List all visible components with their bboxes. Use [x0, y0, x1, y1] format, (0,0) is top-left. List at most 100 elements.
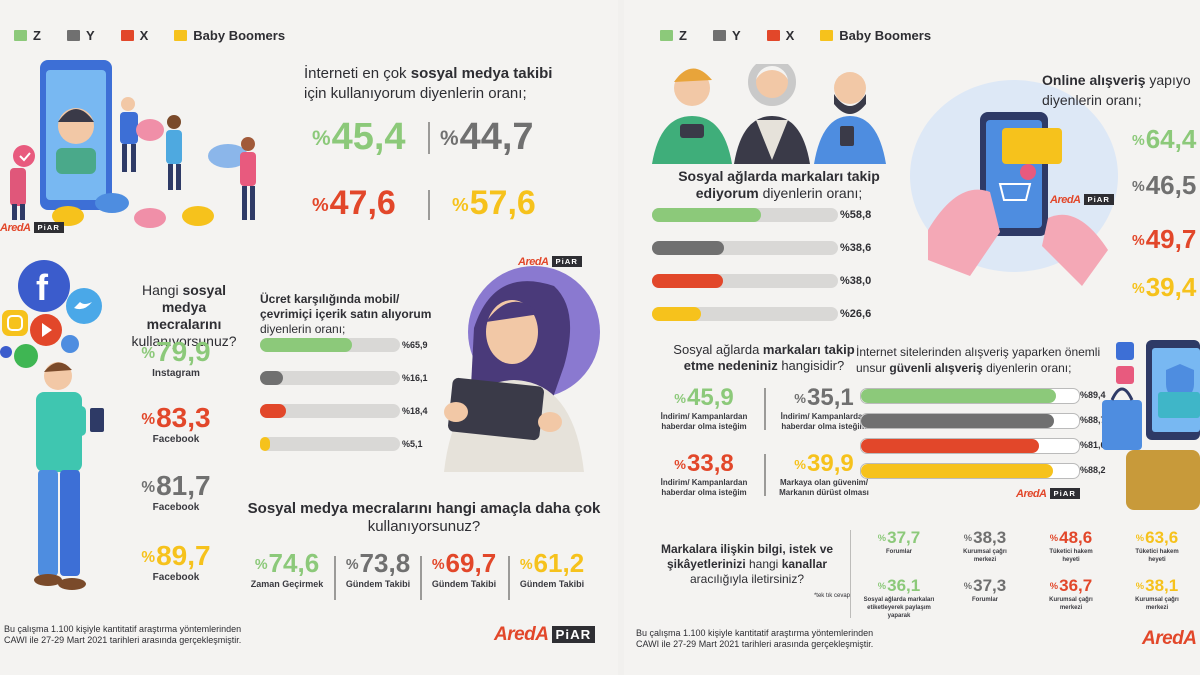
- paid-bar-track: [260, 371, 400, 385]
- channel-value: %37,7: [877, 528, 921, 547]
- follow-bar-y: %38,6: [652, 241, 898, 255]
- legend-swatch-y: [66, 30, 80, 41]
- platform-x: %83,3 Facebook: [136, 402, 216, 445]
- platform-label-bb: Facebook: [152, 572, 200, 583]
- reason-value-x: %33,8: [674, 450, 734, 477]
- secure-bar-track: [860, 388, 1080, 404]
- follow-bar-track: [652, 307, 838, 321]
- legend-swatch-bb: [820, 30, 834, 41]
- channel-label: Forumlar: [971, 597, 998, 603]
- footnote-left: Bu çalışma 1.100 kişiyle kantitatif araş…: [4, 624, 242, 645]
- divider: [428, 190, 430, 220]
- follow-reason-question: Sosyal ağlarda markaları takip etme nede…: [673, 342, 855, 373]
- platform-label-x: Facebook: [152, 434, 200, 445]
- legend-item-x: X: [766, 28, 794, 43]
- platform-value-z: %79,9: [141, 336, 211, 367]
- secure-bar-value-label: %88,2: [1080, 465, 1106, 475]
- areda-piar-small-logo-left-2: AredA PiAR: [518, 256, 582, 268]
- reason-bb: %39,9 Markaya olan güvenim/Markanın dürü…: [766, 450, 882, 498]
- purpose-label-z: Zaman Geçirmek: [250, 579, 324, 589]
- legend-swatch-z: [660, 30, 673, 41]
- paid-bar-track: [260, 404, 400, 418]
- channel-bb-2: %38,1 Kurumsal çağrı merkezi: [1114, 576, 1200, 612]
- channel-label: Sosyal ağlarda markaları etiketleyerek pa…: [863, 597, 935, 619]
- internet-value-x: %47,6: [312, 184, 396, 222]
- reason-label-y: İndirim/ Kampanlardan haberdar olma isteğ…: [780, 412, 868, 431]
- paid-bar-value-label: %16,1: [402, 373, 428, 383]
- legend-item-z: Z: [14, 28, 41, 43]
- legend-item-z: Z: [660, 28, 687, 43]
- channel-value: %36,1: [877, 576, 921, 595]
- channel-value: %48,6: [1049, 528, 1093, 547]
- platform-value-x: %83,3: [141, 402, 211, 433]
- secure-shopping-question: İnternet sitelerinden alışveriş yaparken…: [856, 345, 1101, 375]
- channel-x-2: %36,7 Kurumsal çağrı merkezi: [1028, 576, 1114, 612]
- online-value-bb: %39,4: [1132, 272, 1197, 302]
- follow-bar-fill: [652, 274, 723, 288]
- secure-bar-fill: [861, 439, 1039, 453]
- follow-bar-value-label: %38,6: [840, 242, 872, 254]
- channel-y-1: %38,3 Kurumsal çağrı merkezi: [942, 528, 1028, 564]
- channel-value: %38,1: [1135, 576, 1179, 595]
- woman-with-tablet-illustration: [444, 266, 600, 472]
- channel-value: %36,7: [1049, 576, 1093, 595]
- internet-usage-question: İnterneti en çok sosyal medya takibi içi…: [304, 65, 553, 102]
- legend-swatch-x: [766, 30, 780, 41]
- follow-bar-bb: %26,6: [652, 307, 898, 321]
- follow-bar-x: %38,0: [652, 274, 898, 288]
- reason-value-y: %35,1: [794, 384, 854, 411]
- purpose-value-x: %69,7: [431, 548, 497, 578]
- follow-bar-fill: [652, 241, 724, 255]
- channel-z-1: %37,7 Forumlar: [856, 528, 942, 556]
- reason-z: %45,9 İndirim/ Kampanlardan haberdar olma…: [646, 384, 762, 432]
- secure-bar-x: %81,6: [860, 438, 1138, 454]
- channel-value: %37,3: [963, 576, 1007, 595]
- legend-item-baby-boomers: Baby Boomers: [174, 28, 285, 43]
- legend-swatch-bb: [174, 30, 188, 41]
- person-with-phone-illustration: [34, 362, 104, 590]
- areda-piar-small-logo-left: AredA PiAR: [0, 222, 64, 234]
- social-phone-illustration: [10, 60, 256, 228]
- platform-value-bb: %89,7: [141, 540, 211, 571]
- follow-bar-track: [652, 274, 838, 288]
- divider: [420, 556, 422, 600]
- legend-item-x: X: [120, 28, 148, 43]
- single-answer-note: *tek tık cevap: [813, 593, 850, 599]
- channel-y-2: %37,3 Forumlar: [942, 576, 1028, 604]
- online-shopping-illustration: [910, 80, 1118, 286]
- paid-bar-fill: [260, 338, 353, 352]
- purpose-x: %69,7 Gündem Takibi: [424, 548, 504, 589]
- divider: [764, 454, 766, 496]
- areda-logo-right: AredA: [1142, 628, 1197, 649]
- purpose-value-bb: %61,2: [519, 548, 585, 578]
- social-media-icons-cluster: f: [0, 260, 102, 368]
- follow-bar-value-label: %58,8: [840, 209, 872, 221]
- divider: [334, 556, 336, 600]
- platform-bb: %89,7 Facebook: [136, 540, 216, 583]
- internet-value-bb: %57,6: [452, 184, 536, 222]
- follow-bar-value-label: %38,0: [840, 275, 872, 287]
- online-shopping-question: Online alışveriş yapıyo diyenlerin oranı…: [1042, 72, 1191, 108]
- channel-label: Kurumsal çağrı merkezi: [1049, 597, 1093, 611]
- channel-label: Kurumsal çağrı merkezi: [1135, 597, 1179, 611]
- paid-bar-fill: [260, 437, 270, 451]
- secure-bar-value-label: %89,4: [1080, 390, 1106, 400]
- paid-bar-track: [260, 338, 400, 352]
- divider: [508, 556, 510, 600]
- generation-legend: Z Y X Baby Boomers: [14, 28, 285, 43]
- divider: [850, 530, 851, 618]
- legend-swatch-x: [120, 30, 134, 41]
- purpose-label-y: Gündem Takibi: [345, 579, 411, 589]
- paid-bar-x: %18,4: [260, 404, 460, 418]
- legend-item-baby-boomers: Baby Boomers: [820, 28, 931, 43]
- online-value-z: %64,4: [1132, 124, 1197, 154]
- secure-wallet-illustration: [1102, 340, 1200, 510]
- channel-label: Forumlar: [885, 549, 912, 555]
- channel-label: Kurumsal çağrı merkezi: [963, 549, 1007, 563]
- online-value-y: %46,5: [1132, 170, 1197, 200]
- legend-item-y: Y: [712, 28, 741, 43]
- channel-bb-1: %63,6 Tüketici hakem heyeti: [1114, 528, 1200, 564]
- purpose-y: %73,8 Gündem Takibi: [338, 548, 418, 589]
- paid-bar-value-label: %18,4: [402, 406, 428, 416]
- divider: [764, 388, 766, 430]
